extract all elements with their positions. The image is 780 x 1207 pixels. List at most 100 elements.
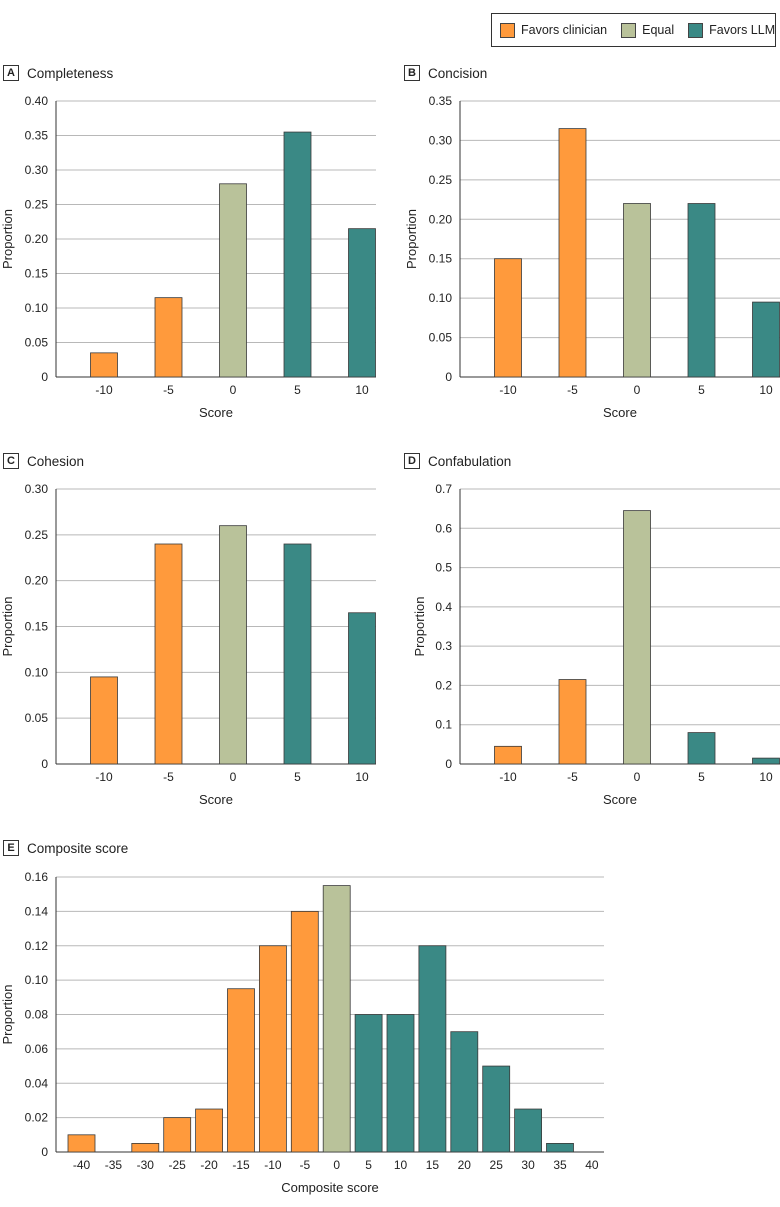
panel-e-bar [163, 1117, 192, 1153]
panel-c-bar [283, 543, 312, 765]
panel-c-ytick-label: 0.20 [25, 574, 49, 588]
panel-e-xlabel: Composite score [281, 1180, 379, 1195]
panel-e-xtick-label: 30 [521, 1158, 535, 1172]
panel-title: Cohesion [27, 453, 85, 469]
panel-title: Confabulation [428, 453, 512, 469]
panel-e-bar [67, 1134, 96, 1153]
panel-e-bar [195, 1108, 224, 1153]
panel-b-xtick-label: 5 [698, 383, 705, 397]
panel-e-ytick-label: 0.16 [25, 870, 49, 884]
panel-e-bar [482, 1065, 511, 1153]
panel-a-ytick-label: 0.25 [25, 198, 49, 212]
panel-c-ytick-label: 0.10 [25, 665, 49, 679]
legend-item-favors-llm: Favors LLM [688, 22, 776, 38]
panel-c-xtick-label: -5 [163, 770, 174, 784]
panel-a-bar [154, 297, 183, 378]
panel-b-ytick-label: 0.35 [429, 94, 453, 108]
panel-b-ytick-label: 0.25 [429, 173, 453, 187]
panel-a-xtick-label: -10 [95, 383, 113, 397]
panel-e-ylabel: Proportion [0, 985, 15, 1045]
panel-d-ytick-label: 0.4 [435, 600, 452, 614]
panel-e-xtick-label: -15 [232, 1158, 250, 1172]
panel-c-ytick-label: 0.30 [25, 482, 49, 496]
panel-a-bar [283, 131, 312, 378]
panel-b-bar [494, 258, 522, 378]
panel-e-xtick-label: -5 [299, 1158, 310, 1172]
legend-label: Favors LLM [709, 23, 776, 37]
panel-a-ytick-label: 0.30 [25, 163, 49, 177]
panel-a-xlabel: Score [199, 405, 233, 420]
panel-a-bar [90, 352, 118, 378]
panel-c-bar [219, 525, 247, 765]
panel-e-bar [354, 1014, 383, 1153]
legend-swatch-llm [688, 22, 704, 38]
panel-e-bar [322, 885, 351, 1153]
panel-e-bar [514, 1108, 542, 1153]
panel-d-ytick-label: 0.7 [435, 482, 452, 496]
panel-e-ytick-label: 0.06 [25, 1042, 49, 1056]
panel-c-xlabel: Score [199, 792, 233, 807]
panel-a-ylabel: Proportion [0, 209, 15, 269]
panel-b-xlabel: Score [603, 405, 637, 420]
panel-letter: B [404, 65, 420, 81]
panel-e-ytick-label: 0.04 [25, 1076, 49, 1090]
panel-d-bar [752, 757, 780, 765]
legend-label: Equal [642, 23, 675, 37]
panel-title: Concision [428, 65, 488, 81]
panel-title: Composite score [27, 840, 129, 856]
panel-e-ytick-label: 0.02 [25, 1111, 49, 1125]
panel-e-bar [227, 988, 255, 1153]
panel-a-ytick-label: 0.40 [25, 94, 49, 108]
panel-d-bar [558, 679, 587, 765]
panel-d-bar [494, 745, 522, 765]
panel-e-xtick-label: 25 [490, 1158, 504, 1172]
panel-title: Completeness [27, 65, 114, 81]
panel-e-xtick-label: -25 [169, 1158, 187, 1172]
panel-e-xtick-label: 20 [458, 1158, 472, 1172]
panel-e-header: E Composite score [3, 840, 128, 856]
legend-swatch-clinician [500, 22, 515, 38]
panel-b-xtick-label: -5 [567, 383, 578, 397]
panel-b-ylabel: Proportion [404, 209, 419, 269]
panel-a-ytick-label: 0.10 [25, 301, 49, 315]
panel-d-ytick-label: 0.3 [435, 639, 452, 653]
panel-a-xtick-label: 0 [230, 383, 237, 397]
panel-b-ytick-label: 0.30 [429, 133, 453, 147]
legend-item-favors-clinician: Favors clinician [500, 22, 608, 38]
panel-e-xtick-label: -20 [200, 1158, 218, 1172]
panel-e-xtick-label: 0 [333, 1158, 340, 1172]
panel-e-bar [290, 910, 319, 1153]
panel-a-ytick-label: 0.15 [25, 267, 49, 281]
panel-e-ytick-label: 0.12 [25, 939, 49, 953]
panel-e-ytick-label: 0.08 [25, 1008, 49, 1022]
panel-c-ytick-label: 0.15 [25, 620, 49, 634]
panel-d-ylabel: Proportion [412, 597, 427, 657]
panel-a-ytick-label: 0.05 [25, 336, 49, 350]
legend: Favors clinician Equal Favors LLM [491, 13, 776, 47]
panel-c-ytick-label: 0.25 [25, 528, 49, 542]
panel-e-xtick-label: -30 [137, 1158, 155, 1172]
panel-c-bar [348, 612, 376, 765]
panel-c-bar [90, 676, 118, 765]
panel-b-xtick-label: -10 [499, 383, 517, 397]
panel-d-ytick-label: 0.2 [435, 678, 452, 692]
panel-a-bar [219, 183, 247, 378]
panel-c-xtick-label: 0 [230, 770, 237, 784]
panel-a-xtick-label: 5 [294, 383, 301, 397]
legend-label: Favors clinician [521, 23, 608, 37]
panel-e-xtick-label: 40 [585, 1158, 599, 1172]
panel-b-bar [752, 301, 780, 378]
panel-b-ytick-label: 0 [445, 370, 452, 384]
panel-e-bar [258, 945, 287, 1153]
panel-letter: C [3, 453, 19, 469]
panel-b-bar [558, 128, 587, 378]
panel-b-ytick-label: 0.20 [429, 212, 453, 226]
panel-c-ytick-label: 0.05 [25, 711, 49, 725]
panel-e-xtick-label: 10 [394, 1158, 408, 1172]
panel-letter: D [404, 453, 420, 469]
panel-c-ylabel: Proportion [0, 597, 15, 657]
panel-e-bar [546, 1143, 574, 1153]
panel-d-xtick-label: -10 [499, 770, 517, 784]
panel-d-xlabel: Score [603, 792, 637, 807]
panel-d-ytick-label: 0.1 [435, 718, 452, 732]
